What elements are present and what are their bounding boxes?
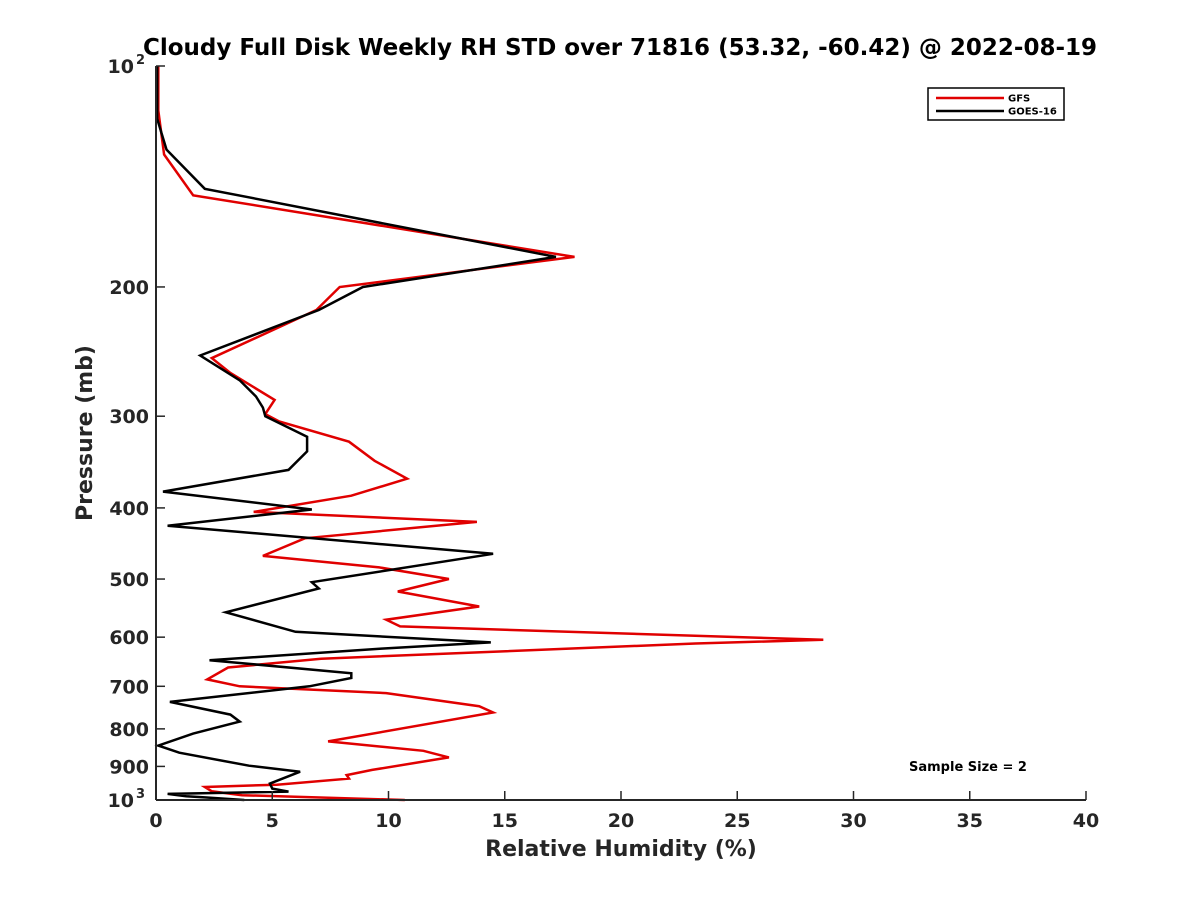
y-tick-label: 200 (109, 277, 149, 299)
y-tick-exponent: 3 (136, 787, 145, 802)
x-tick-label: 5 (266, 810, 279, 832)
y-tick-label: 10 (108, 790, 134, 812)
series-line-gfs (157, 66, 824, 802)
y-tick-label: 10 (108, 56, 134, 78)
y-tick-label: 500 (109, 569, 149, 591)
legend-label-gfs: GFS (1008, 94, 1030, 105)
y-tick-exponent: 2 (136, 53, 145, 68)
y-tick-label: 400 (109, 498, 149, 520)
x-axis-label: Relative Humidity (%) (485, 837, 757, 862)
plot-series (154, 66, 824, 802)
legend-label-goes-16: GOES-16 (1008, 107, 1057, 118)
sample-size-annotation: Sample Size = 2 (909, 760, 1027, 775)
legend-box (927, 87, 1065, 121)
y-tick-label: 800 (109, 719, 149, 741)
x-tick-label: 30 (840, 810, 866, 832)
x-tick-label: 20 (608, 810, 634, 832)
x-tick-label: 35 (957, 810, 983, 832)
legend: GFS GOES-16 (927, 87, 1065, 121)
x-tick-label: 10 (375, 810, 401, 832)
chart-title: Cloudy Full Disk Weekly RH STD over 7181… (143, 35, 1097, 61)
y-axis-label: Pressure (mb) (73, 345, 98, 521)
x-tick-label: 40 (1073, 810, 1099, 832)
y-tick-label: 600 (109, 627, 149, 649)
x-tick-label: 0 (149, 810, 162, 832)
y-tick-label: 300 (109, 406, 149, 428)
x-tick-label: 25 (724, 810, 750, 832)
x-tick-label: 15 (492, 810, 518, 832)
x-axis-ticks: 0 5 10 15 20 25 30 35 40 (149, 791, 1099, 832)
series-line-goes-16 (154, 66, 557, 802)
y-tick-label: 900 (109, 756, 149, 778)
y-tick-label: 700 (109, 676, 149, 698)
